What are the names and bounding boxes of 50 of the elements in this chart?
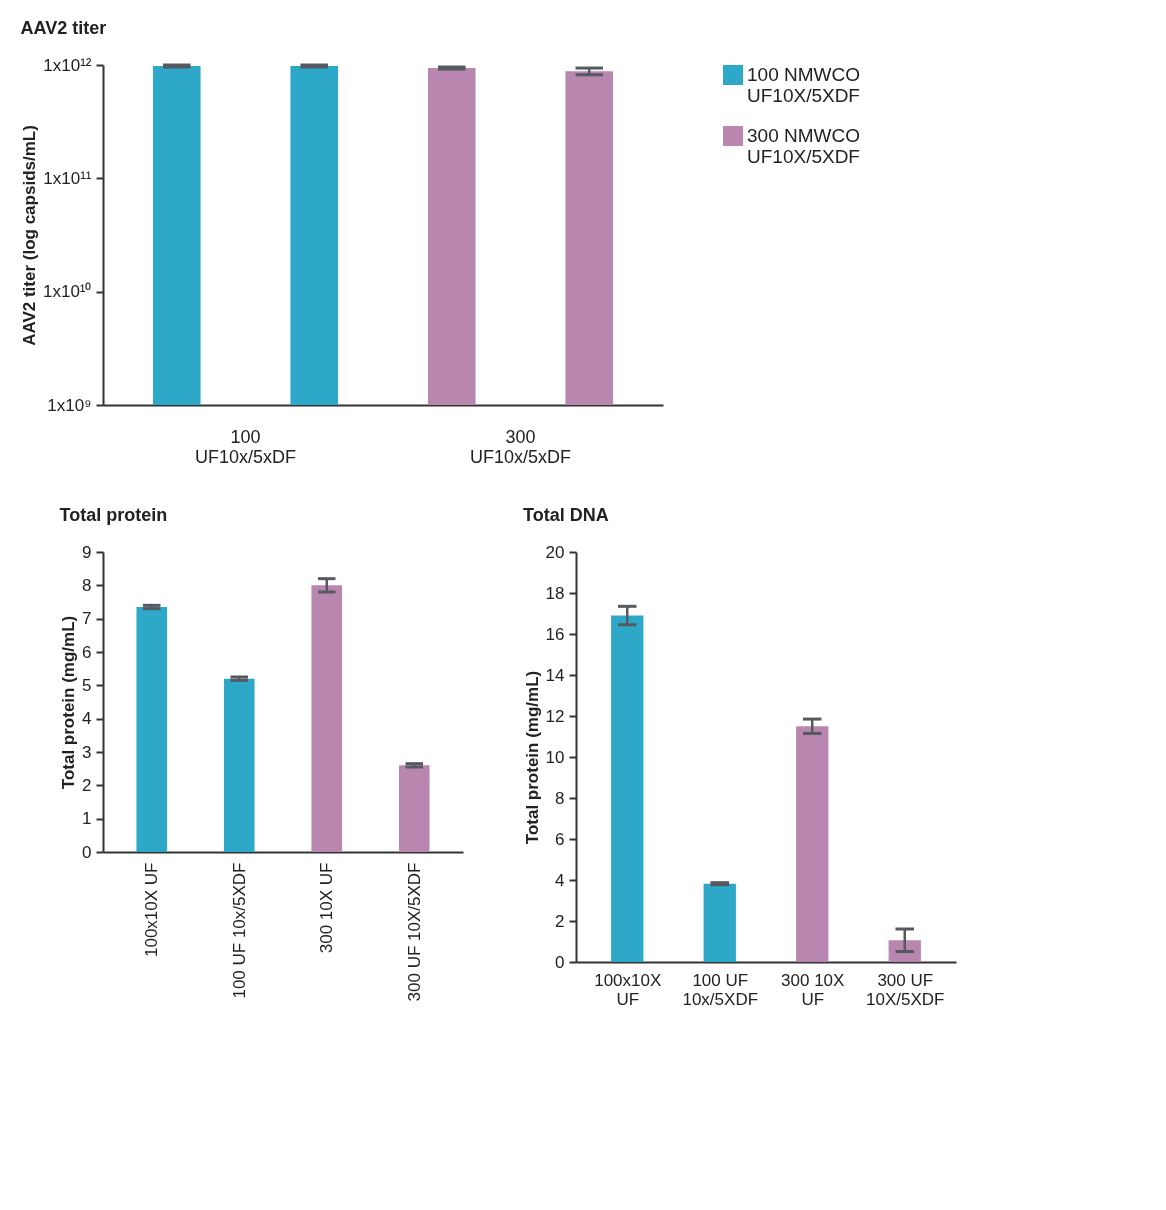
text: 100 UF10x/5xDF <box>194 427 297 467</box>
y-tick-label: 0 <box>82 842 92 862</box>
y-tick-label: 20 <box>545 542 565 562</box>
y-tick-label: 4 <box>555 870 565 890</box>
x-tick-label: 300 10X UF <box>781 970 845 1009</box>
chart-title: Total protein <box>59 505 168 525</box>
bar <box>136 607 168 852</box>
y-tick-label: 1x10¹² <box>43 55 92 75</box>
x-tick-label: 100 UF 10x/5XDF <box>682 970 759 1009</box>
x-tick-label: 100x10X UF <box>142 862 162 957</box>
y-axis-title: Total protein (mg/mL) <box>59 615 79 790</box>
y-axis-title: AAV2 titer (log capsids/mL) <box>19 125 39 346</box>
y-tick-label: 8 <box>555 788 565 808</box>
y-tick-label: 14 <box>545 665 565 685</box>
bar <box>398 765 430 852</box>
y-tick-label: 2 <box>555 911 565 931</box>
y-tick-label: 12 <box>545 706 565 726</box>
y-tick-label: 18 <box>545 583 565 603</box>
y-tick-label: 1x10¹¹ <box>43 168 92 188</box>
bar <box>611 615 644 962</box>
y-tick-label: 7 <box>82 609 92 629</box>
y-tick-label: 16 <box>545 624 565 644</box>
x-tick-label: 300 UF 10X/5XDF <box>866 970 945 1009</box>
y-axis-title: Total protein (mg/mL) <box>522 670 542 845</box>
bar <box>703 883 736 962</box>
y-tick-label: 0 <box>555 952 565 972</box>
chart-title: AAV2 titer <box>20 18 107 38</box>
bar <box>796 726 829 962</box>
y-tick-label: 6 <box>82 642 92 662</box>
y-tick-label: 1x10⁹ <box>47 395 92 415</box>
y-tick-label: 3 <box>82 742 92 762</box>
y-tick-label: 1x10¹⁰ <box>42 282 92 302</box>
y-tick-label: 1 <box>82 809 92 829</box>
y-tick-label: 9 <box>82 542 92 562</box>
y-tick-label: 4 <box>82 709 92 729</box>
bar <box>311 585 343 852</box>
y-tick-label: 2 <box>82 775 92 795</box>
text: 300 UF10x/5xDF <box>469 427 572 467</box>
y-tick-label: 8 <box>82 575 92 595</box>
chart-title: Total DNA <box>523 505 609 525</box>
x-tick-label: 100x10X UF <box>594 970 662 1009</box>
y-tick-label: 5 <box>82 675 92 695</box>
x-tick-label: 300 10X UF <box>317 862 337 954</box>
x-tick-label: 100 UF 10x/5XDF <box>229 862 249 999</box>
y-tick-label: 6 <box>555 829 565 849</box>
bar <box>223 678 255 852</box>
x-tick-label: 300 UF 10X/5XDF <box>404 862 424 1002</box>
legend-label: 300 NMWCO UF10X/5XDF <box>747 125 860 167</box>
legend-label: 100 NMWCO UF10X/5XDF <box>747 64 860 106</box>
y-tick-label: 10 <box>545 747 565 767</box>
